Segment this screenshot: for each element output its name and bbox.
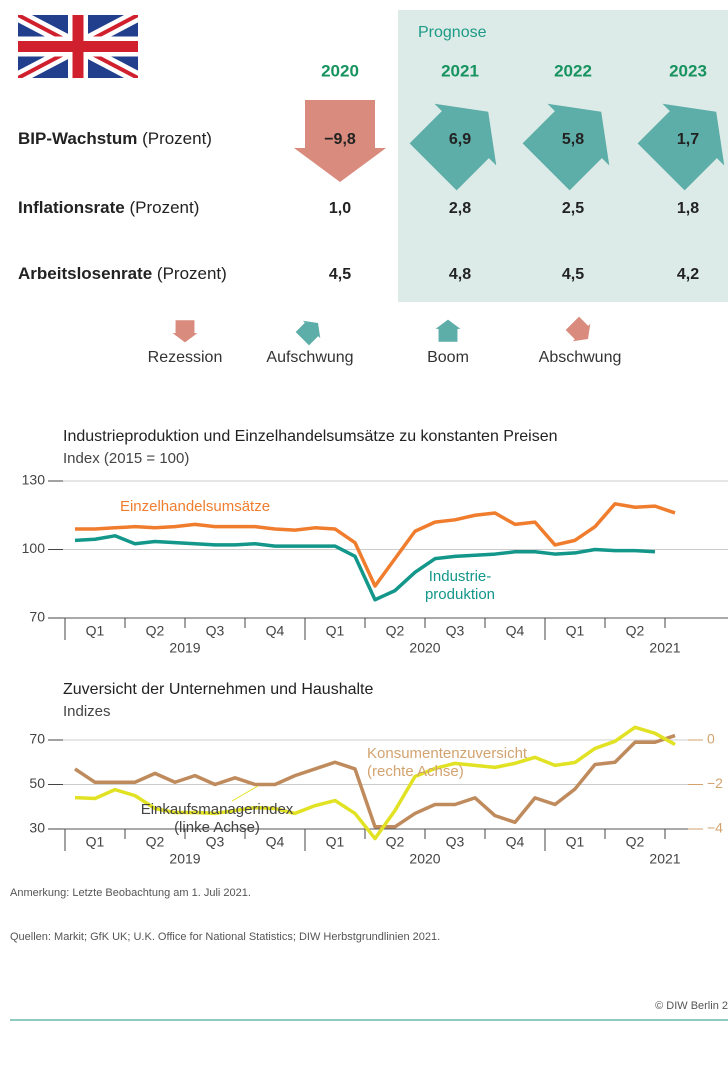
phase-arrow xyxy=(409,103,497,191)
x-tick-label: Q2 xyxy=(146,834,165,850)
x-tick-label: Q2 xyxy=(386,834,405,850)
series-line xyxy=(74,733,676,829)
x-tick-label: Q1 xyxy=(566,623,585,639)
y-tick-label: 100 xyxy=(22,540,46,556)
table-value: 6,9 xyxy=(449,131,471,148)
row-label: Arbeitslosenrate (Prozent) xyxy=(18,264,227,283)
series-label: (rechte Achse) xyxy=(367,763,464,780)
x-tick-label: Q3 xyxy=(446,623,465,639)
x-tick-label: Q1 xyxy=(86,623,105,639)
x-tick-label: Q4 xyxy=(266,834,285,850)
x-tick-label: Q2 xyxy=(146,623,165,639)
x-tick-label: Q3 xyxy=(206,834,225,850)
y-tick-label: 70 xyxy=(29,609,45,625)
series-line xyxy=(74,534,656,602)
row-label-unit: (Prozent) xyxy=(142,129,212,148)
x-year-label: 2019 xyxy=(169,851,200,867)
legend-label: Boom xyxy=(427,349,469,366)
x-year-label: 2020 xyxy=(409,640,440,656)
y-tick-label: 70 xyxy=(29,731,45,747)
label-pointer xyxy=(231,785,259,802)
copyright: © DIW Berlin 2 xyxy=(655,1000,728,1012)
legend-icon xyxy=(172,320,198,343)
table-value: 4,5 xyxy=(562,266,584,283)
legend-icon xyxy=(565,316,591,342)
year-header: 2021 xyxy=(441,61,479,80)
remark: Anmerkung: Letzte Beobachtung am 1. Juli… xyxy=(10,887,251,899)
x-tick-label: Q2 xyxy=(626,623,645,639)
series-label: (linke Achse) xyxy=(174,819,260,836)
phase-arrow xyxy=(294,100,386,182)
x-tick-label: Q1 xyxy=(86,834,105,850)
series-line xyxy=(74,725,676,841)
series-label: produktion xyxy=(425,586,495,603)
legend-label: Abschwung xyxy=(539,349,622,366)
x-year-label: 2019 xyxy=(169,640,200,656)
table-value: 4,5 xyxy=(329,266,351,283)
flag xyxy=(18,15,138,78)
table-value: 2,8 xyxy=(449,200,471,217)
forecast-label: Prognose xyxy=(418,24,487,41)
legend-label: Aufschwung xyxy=(266,349,353,366)
y2-tick-label: 0 xyxy=(707,731,715,747)
x-year-label: 2021 xyxy=(649,851,680,867)
legend-icon xyxy=(295,320,321,346)
legend-label: Rezession xyxy=(148,349,223,366)
row-label-name: BIP-Wachstum xyxy=(18,129,137,148)
table-value: 1,7 xyxy=(677,131,699,148)
x-tick-label: Q1 xyxy=(326,834,345,850)
row-label-name: Inflationsrate xyxy=(18,198,125,217)
series-line xyxy=(75,502,676,588)
series-label: Konsumentenzuversicht xyxy=(367,745,528,762)
x-tick-label: Q3 xyxy=(206,623,225,639)
y2-tick-label: −4 xyxy=(707,820,723,836)
chart-subtitle: Indizes xyxy=(63,703,111,720)
x-tick-label: Q4 xyxy=(506,623,525,639)
series-label: Einzelhandelsumsätze xyxy=(120,498,270,515)
row-label-unit: (Prozent) xyxy=(129,198,199,217)
row-label-unit: (Prozent) xyxy=(157,264,227,283)
table-value: 1,0 xyxy=(329,200,351,217)
y-tick-label: 30 xyxy=(29,820,45,836)
y-tick-label: 50 xyxy=(29,775,45,791)
row-label: BIP-Wachstum (Prozent) xyxy=(18,129,212,148)
chart-subtitle: Index (2015 = 100) xyxy=(63,450,189,467)
table-value: 4,2 xyxy=(677,266,699,283)
x-tick-label: Q2 xyxy=(626,834,645,850)
table-value: 4,8 xyxy=(449,266,471,283)
x-year-label: 2021 xyxy=(649,640,680,656)
table-value: 2,5 xyxy=(562,200,584,217)
x-tick-label: Q3 xyxy=(446,834,465,850)
row-label: Inflationsrate (Prozent) xyxy=(18,198,199,217)
x-year-label: 2020 xyxy=(409,851,440,867)
table-value: −9,8 xyxy=(324,131,356,148)
table-value: 1,8 xyxy=(677,200,699,217)
series-label: Industrie- xyxy=(429,568,492,585)
legend-icon xyxy=(435,319,461,342)
x-tick-label: Q4 xyxy=(266,623,285,639)
x-tick-label: Q1 xyxy=(566,834,585,850)
chart-title: Zuversicht der Unternehmen und Haushalte xyxy=(63,681,373,698)
year-header: 2023 xyxy=(669,61,707,80)
x-tick-label: Q1 xyxy=(326,623,345,639)
phase-arrow xyxy=(637,103,725,191)
chart-title: Industrieproduktion und Einzelhandelsums… xyxy=(63,428,558,445)
x-tick-label: Q2 xyxy=(386,623,405,639)
y2-tick-label: −2 xyxy=(707,775,723,791)
x-tick-label: Q4 xyxy=(506,834,525,850)
year-header: 2020 xyxy=(321,61,359,80)
table-value: 5,8 xyxy=(562,131,584,148)
row-label-name: Arbeitslosenrate xyxy=(18,264,152,283)
year-header: 2022 xyxy=(554,61,592,80)
phase-arrow xyxy=(522,103,610,191)
series-label: Einkaufsmanagerindex xyxy=(141,801,294,818)
sources: Quellen: Markit; GfK UK; U.K. Office for… xyxy=(10,931,440,943)
y-tick-label: 130 xyxy=(22,472,46,488)
